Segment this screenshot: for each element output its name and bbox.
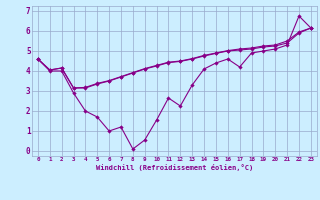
X-axis label: Windchill (Refroidissement éolien,°C): Windchill (Refroidissement éolien,°C) (96, 164, 253, 171)
